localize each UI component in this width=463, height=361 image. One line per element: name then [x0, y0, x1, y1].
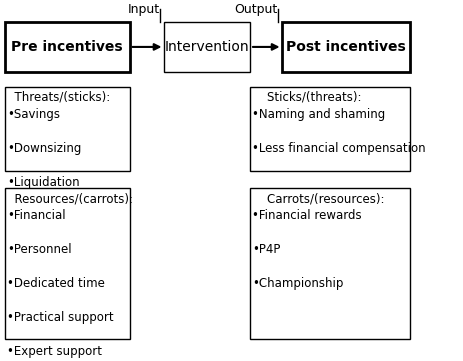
Text: Input: Input: [128, 3, 160, 16]
FancyBboxPatch shape: [250, 87, 410, 171]
Text: Intervention: Intervention: [165, 40, 250, 54]
Text: Sticks/(threats):
•Naming and shaming

•Less financial compensation: Sticks/(threats): •Naming and shaming •L…: [252, 91, 426, 155]
Text: Output: Output: [235, 3, 278, 16]
Text: Pre incentives: Pre incentives: [11, 40, 123, 54]
FancyBboxPatch shape: [5, 188, 130, 339]
FancyBboxPatch shape: [5, 87, 130, 171]
Text: Threats/(sticks):
•Savings

•Downsizing

•Liquidation: Threats/(sticks): •Savings •Downsizing •…: [7, 91, 110, 189]
FancyBboxPatch shape: [282, 22, 410, 72]
Text: Carrots/(resources):
•Financial rewards

•P4P

•Championship: Carrots/(resources): •Financial rewards …: [252, 192, 385, 290]
FancyBboxPatch shape: [164, 22, 250, 72]
Text: Post incentives: Post incentives: [286, 40, 406, 54]
FancyBboxPatch shape: [250, 188, 410, 339]
Text: Resources/(carrots):
•Financial

•Personnel

•Dedicated time

•Practical support: Resources/(carrots): •Financial •Personn…: [7, 192, 133, 358]
FancyBboxPatch shape: [5, 22, 130, 72]
